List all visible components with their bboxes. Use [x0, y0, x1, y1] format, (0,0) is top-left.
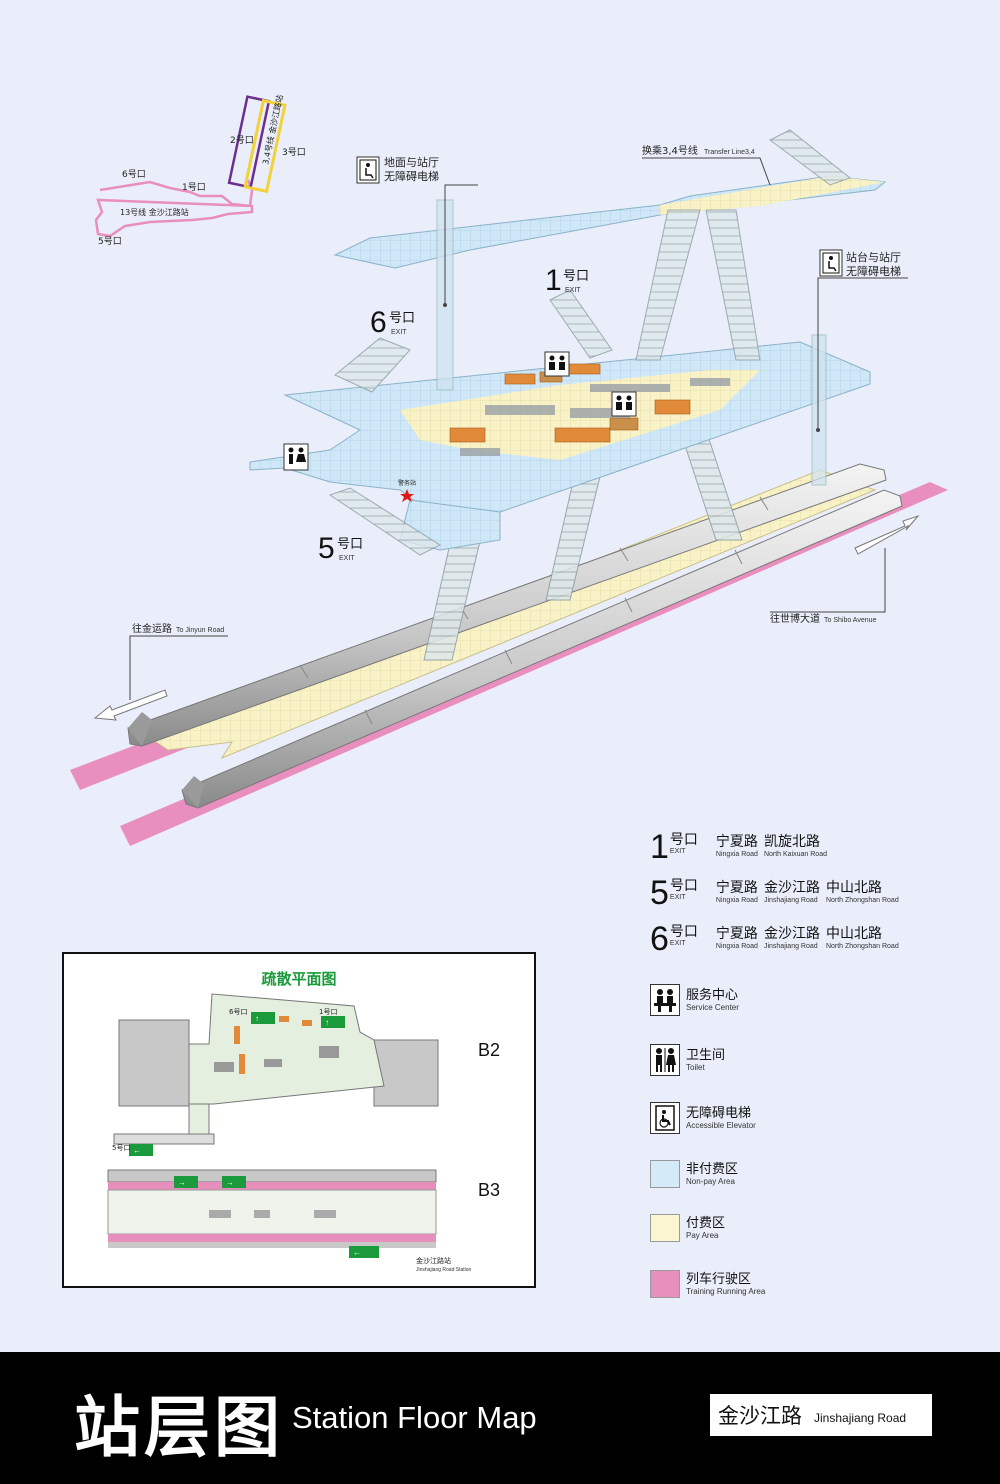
concourse-level — [249, 341, 871, 551]
svg-text:号口: 号口 — [337, 537, 363, 552]
evac-exit-signs-b2: ↑ ↑ ← — [129, 1012, 345, 1156]
train-lower — [181, 489, 903, 809]
page-title-en: Station Floor Map — [292, 1400, 537, 1435]
line13-label: 13号线 金沙江路站 — [120, 207, 189, 217]
svg-text:1: 1 — [545, 264, 562, 297]
svg-text:←: ← — [353, 1248, 361, 1257]
legend-train: 列车行驶区 Training Running Area — [650, 1270, 765, 1298]
pay-swatch — [650, 1214, 680, 1242]
station-3d-map: 3,4号线 金沙江路站 13号线 金沙江路站 2号口 3号口 6号口 1号口 5… — [70, 94, 948, 846]
callout-elevator-platform-line1: 站台与站厅 — [846, 250, 901, 264]
exit-number: 5 — [650, 874, 669, 912]
svg-text:号口: 号口 — [389, 311, 415, 326]
police-star-icon — [400, 489, 414, 502]
callout-transfer-en: Transfer Line3,4 — [704, 149, 755, 156]
direction-to-jinyun: 往金运路 To Jinyun Road — [93, 622, 228, 721]
evac-station-en: Jinshajiang Road Station — [416, 1267, 472, 1273]
locator-exit5: 5号口 — [98, 236, 122, 247]
exit-number: 6 — [650, 920, 669, 958]
transfer-escalators — [328, 209, 761, 556]
map-elevator-icon-ground — [356, 156, 380, 184]
evac-b3-label: B3 — [478, 1180, 501, 1200]
callout-lines — [444, 157, 908, 430]
svg-text:↑: ↑ — [255, 1014, 259, 1023]
svg-text:5: 5 — [318, 532, 335, 565]
svg-text:To Shibo Avenue: To Shibo Avenue — [824, 617, 877, 624]
accessible-elevator-icon — [650, 1102, 680, 1134]
station-name-en: Jinshajiang Road — [814, 1411, 907, 1425]
svg-text:EXIT: EXIT — [339, 555, 355, 562]
map-exit5: 5 号口 EXIT — [318, 532, 363, 565]
legend-nonpay: 非付费区 Non-pay Area — [650, 1160, 738, 1188]
svg-text:往世博大道: 往世博大道 — [770, 612, 820, 625]
svg-text:↑: ↑ — [325, 1018, 329, 1027]
legend-toilet: 卫生间 Toilet — [650, 1044, 725, 1076]
svg-text:→: → — [226, 1178, 234, 1187]
map-exit6: 6 号口 EXIT — [370, 306, 415, 339]
direction-to-shibo: 往世博大道 To Shibo Avenue — [770, 514, 920, 625]
map-service-center-icon — [544, 351, 570, 377]
callout-elevator-platform-line2: 无障碍电梯 — [846, 264, 901, 278]
map-elevator-icon-platform — [819, 249, 843, 277]
svg-text:→: → — [178, 1178, 186, 1187]
evac-exit1: 1号口 — [319, 1008, 337, 1016]
svg-text:EXIT: EXIT — [565, 287, 581, 294]
evacuation-drawing: ↑ ↑ ← 6号口 1号口 5号口 → → ← — [107, 993, 439, 1258]
train-upper — [127, 463, 887, 747]
legend-service-center: 服务中心 Service Center — [650, 984, 739, 1016]
evac-b3: → → ← — [107, 1169, 437, 1258]
evacuation-title: 疏散平面图 — [261, 970, 337, 988]
service-center-icon — [650, 984, 680, 1016]
station-name-cn: 金沙江路 — [718, 1404, 802, 1428]
svg-text:←: ← — [133, 1146, 141, 1155]
locator-exit2: 2号口 — [230, 135, 254, 146]
map-toilet-icon — [283, 443, 309, 471]
evacuation-plan: 疏散平面图 ↑ ↑ ← 6号口 1号口 5号口 — [62, 952, 536, 1288]
exit-legend-1: 1 号口 EXIT 宁夏路 Ningxia Road 凯旋北路 North Kaixu… — [650, 828, 827, 866]
evac-exit5: 5号口 — [112, 1144, 130, 1152]
exit-number: 1 — [650, 828, 669, 866]
page-title-cn: 站层图 — [74, 1389, 284, 1466]
map-exit1: 1 号口 EXIT — [545, 264, 589, 297]
toilet-icon — [650, 1044, 680, 1076]
map-service-center-icon-2 — [611, 391, 637, 417]
svg-text:号口: 号口 — [563, 269, 589, 284]
transfer-level — [333, 129, 887, 269]
callout-transfer: 换乘3,4号线 — [642, 144, 698, 157]
callout-elevator-ground-line1: 地面与站厅 — [384, 155, 439, 169]
line34-station-outline — [227, 95, 287, 194]
nonpay-swatch — [650, 1160, 680, 1188]
station-name-box: 金沙江路 Jinshajiang Road — [710, 1394, 932, 1436]
evac-station-cn: 金沙江路站 — [416, 1257, 451, 1265]
locator-map: 3,4号线 金沙江路站 13号线 金沙江路站 2号口 3号口 6号口 1号口 5… — [94, 94, 306, 247]
locator-exit3: 3号口 — [282, 147, 306, 158]
callout-elevator-ground-line2: 无障碍电梯 — [384, 169, 439, 183]
locator-exit1: 1号口 — [182, 182, 206, 193]
exit-legend-6: 6 号口 EXIT 宁夏路 Ningxia Road 金沙江路 Jinshajiang… — [650, 920, 899, 958]
svg-text:6: 6 — [370, 306, 387, 339]
legend-elevator: 无障碍电梯 Accessible Elevator — [650, 1102, 756, 1134]
exit-legend-5: 5 号口 EXIT 宁夏路 Ningxia Road 金沙江路 Jinshajiang… — [650, 874, 899, 912]
svg-text:EXIT: EXIT — [391, 329, 407, 336]
line13-station-outline — [94, 179, 254, 238]
evac-b2: ↑ ↑ ← — [113, 993, 439, 1156]
evac-b2-label: B2 — [478, 1040, 501, 1060]
svg-text:往金运路: 往金运路 — [132, 622, 172, 635]
locator-exit6: 6号口 — [122, 169, 146, 180]
legend-pay: 付费区 Pay Area — [650, 1214, 725, 1242]
svg-text:To Jinyun Road: To Jinyun Road — [176, 627, 224, 634]
train-swatch — [650, 1270, 680, 1298]
police-label: 警务站 — [398, 479, 416, 487]
footer-bar: 站层图 Station Floor Map 金沙江路 Jinshajiang R… — [0, 1352, 1000, 1484]
evac-exit6: 6号口 — [229, 1008, 247, 1016]
